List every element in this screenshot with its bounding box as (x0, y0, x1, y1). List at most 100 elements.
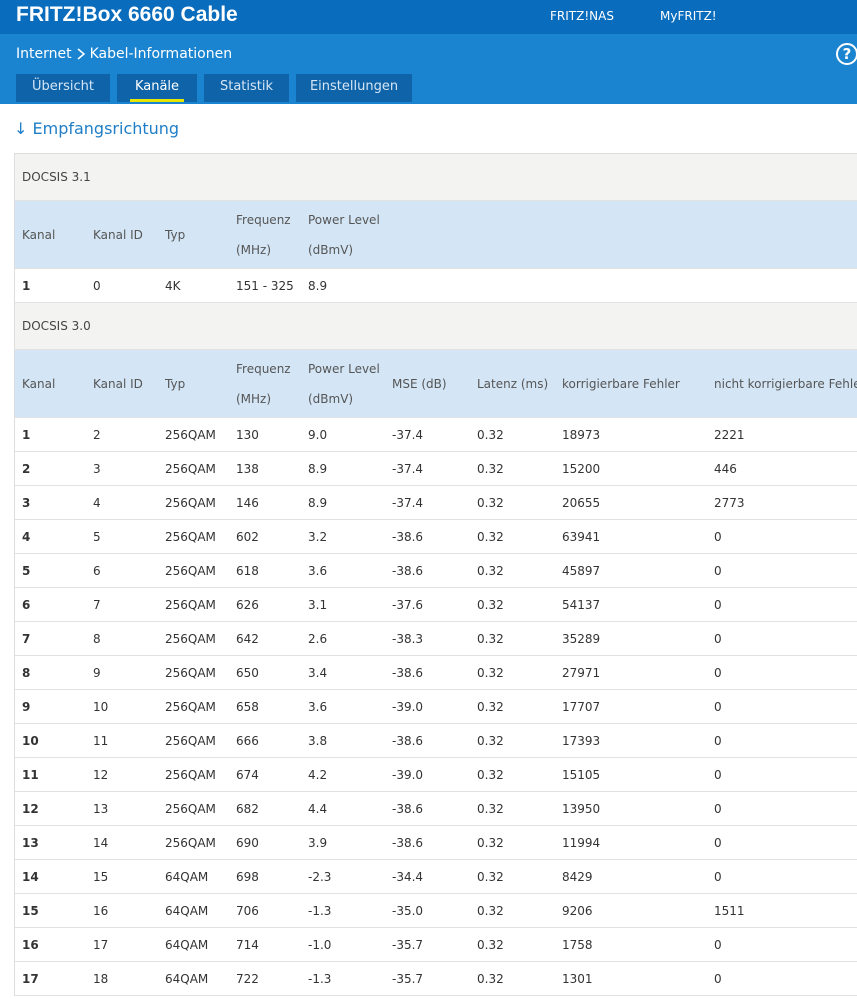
column-header: korrigierbare Fehler (555, 369, 707, 399)
cell: -1.3 (308, 903, 332, 918)
cell: 1511 (714, 903, 745, 918)
tab[interactable]: Übersicht (16, 74, 110, 102)
nav-link[interactable]: MyFRITZ! (660, 9, 717, 23)
cell: 6 (22, 597, 31, 612)
cell: 18 (93, 971, 109, 986)
cell: 0.32 (477, 937, 504, 952)
cell: 8429 (562, 869, 593, 884)
cell: 1758 (562, 937, 593, 952)
cell: 9206 (562, 903, 593, 918)
cell: 0.32 (477, 631, 504, 646)
data-row: 13 14 256QAM 690 3.9 -38.6 0.32 11994 0 (15, 826, 857, 860)
cell: 0 (93, 278, 101, 293)
cell: 0 (714, 801, 722, 816)
cell: -1.0 (308, 937, 332, 952)
column-header: Frequenz (MHz) (229, 205, 301, 265)
cell: 12 (22, 801, 39, 816)
breadcrumb-item[interactable]: Internet (16, 46, 72, 62)
data-row: 4 5 256QAM 602 3.2 -38.6 0.32 63941 0 (15, 520, 857, 554)
cell: 4 (22, 529, 31, 544)
cell: 0.32 (477, 699, 504, 714)
data-row: 15 16 64QAM 706 -1.3 -35.0 0.32 9206 1511 (15, 894, 857, 928)
data-row: 7 8 256QAM 642 2.6 -38.3 0.32 35289 0 (15, 622, 857, 656)
tab[interactable]: Einstellungen (296, 74, 412, 102)
cell: 146 (236, 495, 259, 510)
column-header: Frequenz (MHz) (229, 354, 301, 414)
data-row: 5 6 256QAM 618 3.6 -38.6 0.32 45897 0 (15, 554, 857, 588)
cell: 4.4 (308, 801, 328, 816)
cell: 8 (93, 631, 101, 646)
breadcrumb-item: Kabel-Informationen (89, 46, 233, 62)
tab-label: Übersicht (32, 79, 94, 94)
column-header: MSE (dB) (385, 369, 470, 399)
cell: 1301 (562, 971, 593, 986)
cell: 1 (22, 427, 31, 442)
cell: 256QAM (165, 801, 216, 816)
cell: 682 (236, 801, 259, 816)
cell: 256QAM (165, 563, 216, 578)
cell: 0 (714, 699, 722, 714)
data-row: 16 17 64QAM 714 -1.0 -35.7 0.32 1758 0 (15, 928, 857, 962)
header-line: Power Level (308, 361, 380, 376)
cell: -34.4 (392, 869, 424, 884)
cell: 15105 (562, 767, 601, 782)
header-line: (dBmV) (308, 391, 354, 406)
header-line: korrigierbare Fehler (562, 376, 680, 391)
cell: 0 (714, 631, 722, 646)
cell: 27971 (562, 665, 601, 680)
cell: 15 (93, 869, 109, 884)
header-line: Kanal ID (93, 376, 143, 391)
cell: 0 (714, 937, 722, 952)
cell: 5 (22, 563, 31, 578)
data-row: 10 11 256QAM 666 3.8 -38.6 0.32 17393 0 (15, 724, 857, 758)
cell: 674 (236, 767, 259, 782)
header-line: Kanal ID (93, 227, 143, 242)
cell: 3.1 (308, 597, 328, 612)
cell: 2 (22, 461, 31, 476)
header-line: Typ (165, 227, 186, 242)
cell: 5 (93, 529, 101, 544)
header-line: (MHz) (236, 391, 272, 406)
cell: 6 (93, 563, 101, 578)
column-header: Kanal ID (86, 369, 158, 399)
cell: 2.6 (308, 631, 328, 646)
cell: 1 (22, 278, 31, 293)
cell: 0 (714, 597, 722, 612)
cell: -37.4 (392, 461, 424, 476)
cell: 0.32 (477, 529, 504, 544)
cell: 706 (236, 903, 259, 918)
cell: 3.8 (308, 733, 328, 748)
data-row: 17 18 64QAM 722 -1.3 -35.7 0.32 1301 0 (15, 962, 857, 996)
cell: 54137 (562, 597, 601, 612)
help-button[interactable]: ? (836, 43, 857, 65)
tab[interactable]: Kanäle (117, 74, 197, 102)
data-row: 11 12 256QAM 674 4.2 -39.0 0.32 15105 0 (15, 758, 857, 792)
tab[interactable]: Statistik (204, 74, 289, 102)
cell: 0.32 (477, 835, 504, 850)
column-header: Kanal (15, 220, 86, 250)
cell: 3.2 (308, 529, 328, 544)
cell: 256QAM (165, 495, 216, 510)
cell: 17 (93, 937, 109, 952)
nav-link[interactable]: FRITZ!NAS (550, 9, 614, 23)
column-header: Power Level (dBmV) (301, 205, 385, 265)
cell: 64QAM (165, 937, 209, 952)
cell: 17 (22, 971, 39, 986)
data-row: 6 7 256QAM 626 3.1 -37.6 0.32 54137 0 (15, 588, 857, 622)
cell: 256QAM (165, 427, 216, 442)
cell: 0 (714, 529, 722, 544)
column-header: nicht korrigierbare Fehler (707, 369, 857, 399)
cell: 0.32 (477, 597, 504, 612)
cell: -1.3 (308, 971, 332, 986)
cell: 4.2 (308, 767, 328, 782)
cell: 3.4 (308, 665, 328, 680)
header-line: Power Level (308, 212, 380, 227)
cell: 446 (714, 461, 737, 476)
cell: 20655 (562, 495, 601, 510)
cell: 7 (22, 631, 31, 646)
tab-label: Statistik (219, 79, 274, 94)
cell: -37.4 (392, 495, 424, 510)
cell: -38.6 (392, 733, 424, 748)
